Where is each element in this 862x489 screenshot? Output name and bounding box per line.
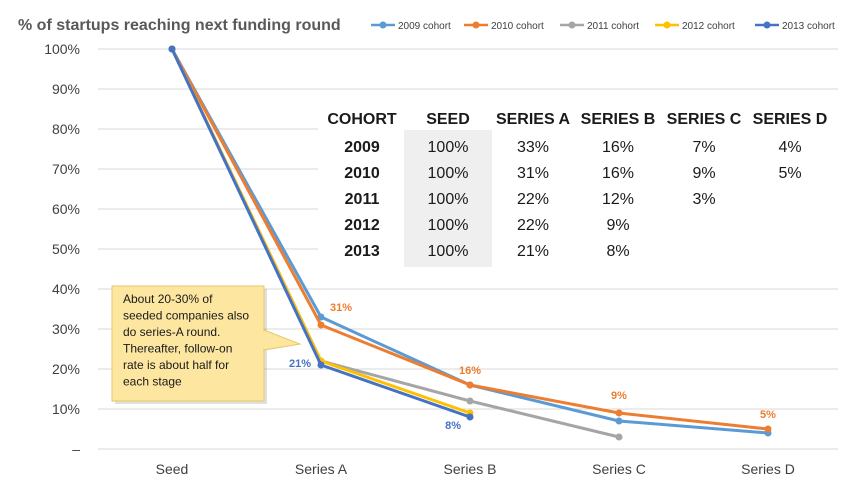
y-tick-label: 20% — [52, 361, 80, 377]
legend-swatch-marker — [568, 21, 576, 29]
series-point — [466, 397, 474, 405]
legend-swatch-marker — [763, 21, 771, 29]
callout-text-line: Thereafter, follow-on — [123, 342, 232, 356]
table-cell: 9% — [692, 165, 715, 182]
callout-text-line: rate is about half for — [123, 358, 229, 372]
y-tick-label: 70% — [52, 161, 80, 177]
callout-text-line: seeded companies also — [123, 309, 249, 323]
callout-rect — [111, 285, 265, 402]
legend-label: 2009 cohort — [398, 21, 451, 32]
table-header-cell: SERIES A — [496, 111, 571, 128]
legend-item: 2009 cohort — [371, 21, 451, 32]
table-cell: 3% — [692, 191, 715, 208]
x-tick-label: Series B — [444, 461, 497, 477]
series-point — [615, 433, 623, 441]
table-cohort-cell: 2010 — [344, 165, 380, 182]
legend-label: 2011 cohort — [587, 21, 639, 32]
table-cell: 9% — [606, 217, 629, 234]
legend-item: 2010 cohort — [464, 21, 544, 32]
data-label: 9% — [611, 390, 627, 402]
y-tick-label: – — [72, 441, 80, 457]
table-cohort-cell: 2012 — [344, 217, 380, 234]
x-tick-label: Seed — [156, 461, 189, 477]
legend: 2009 cohort 2010 cohort 2011 cohort 2012 co… — [371, 21, 835, 32]
legend-swatch-marker — [472, 21, 480, 29]
x-tick-label: Series A — [295, 461, 348, 477]
table-header-cell: SERIES B — [581, 111, 656, 128]
table-cohort-cell: 2011 — [345, 191, 380, 208]
y-tick-label: 100% — [44, 41, 80, 57]
data-label: 5% — [760, 409, 776, 421]
series-point — [317, 321, 325, 329]
table-cell: 7% — [692, 139, 715, 156]
y-tick-label: 30% — [52, 321, 80, 337]
table-cell: 22% — [517, 217, 549, 234]
series-point — [466, 381, 474, 389]
y-tick-label: 90% — [52, 81, 80, 97]
y-tick-label: 50% — [52, 241, 80, 257]
y-tick-label: 10% — [52, 401, 80, 417]
table-cohort-cell: 2009 — [344, 139, 380, 156]
table-cell: 31% — [517, 165, 549, 182]
callout-pointer — [263, 329, 302, 351]
table-cell: 100% — [428, 217, 469, 234]
table-seed-column-shade — [404, 130, 492, 267]
legend-item: 2013 cohort — [755, 21, 835, 32]
legend-label: 2013 cohort — [782, 21, 835, 32]
data-label: 31% — [330, 302, 352, 314]
data-label: 8% — [445, 420, 461, 432]
legend-item: 2011 cohort — [560, 21, 639, 32]
table-cell: 100% — [428, 165, 469, 182]
legend-swatch-marker — [379, 21, 387, 29]
y-axis: 100% 90% 80% 70% 60% 50% 40% 30% 20% 10% – — [44, 41, 80, 457]
x-tick-label: Series C — [592, 461, 646, 477]
table-cell: 8% — [606, 243, 629, 260]
table-cell: 21% — [517, 243, 549, 260]
legend-label: 2010 cohort — [491, 21, 544, 32]
series-point — [317, 361, 325, 369]
data-label: 21% — [289, 358, 311, 370]
table-cohort-cell: 2013 — [344, 243, 380, 260]
y-tick-label: 40% — [52, 281, 80, 297]
data-label: 16% — [459, 365, 481, 377]
callout-box: About 20-30% of seeded companies also do s… — [111, 285, 302, 404]
y-tick-label: 80% — [52, 121, 80, 137]
table-cell: 16% — [602, 165, 634, 182]
table-header-cell: SERIES C — [667, 111, 742, 128]
table-cell: 100% — [428, 243, 469, 260]
y-tick-label: 60% — [52, 201, 80, 217]
series-point — [615, 417, 623, 425]
x-axis: Seed Series A Series B Series C Series D — [156, 461, 795, 477]
legend-item: 2012 cohort — [655, 21, 735, 32]
table-header-cell: SEED — [426, 111, 470, 128]
legend-label: 2012 cohort — [682, 21, 735, 32]
table-cell: 16% — [602, 139, 634, 156]
callout-text-line: do series-A round. — [123, 325, 220, 339]
series-point — [764, 425, 772, 433]
chart-title: % of startups reaching next funding roun… — [18, 17, 341, 34]
callout-text-line: About 20-30% of — [123, 292, 213, 306]
callout-pointer-join — [262, 331, 265, 349]
series-point — [615, 409, 623, 417]
table-cell: 100% — [428, 139, 469, 156]
callout-text-line: each stage — [123, 375, 182, 389]
series-lines — [168, 45, 772, 441]
table-cell: 22% — [517, 191, 549, 208]
table-cell: 5% — [778, 165, 801, 182]
series-point — [168, 45, 176, 53]
table-header-cell: SERIES D — [753, 111, 828, 128]
series-point — [466, 413, 474, 421]
data-table: COHORT SEED SERIES A SERIES B SERIES C SERIES… — [318, 101, 838, 267]
x-tick-label: Series D — [741, 461, 795, 477]
table-header-cell: COHORT — [327, 111, 397, 128]
table-cell: 4% — [778, 139, 801, 156]
legend-swatch-marker — [663, 21, 671, 29]
table-cell: 12% — [602, 191, 634, 208]
table-cell: 33% — [517, 139, 549, 156]
table-cell: 100% — [428, 191, 469, 208]
data-labels: 31% 16% 9% 5% 21% 8% — [289, 302, 776, 432]
